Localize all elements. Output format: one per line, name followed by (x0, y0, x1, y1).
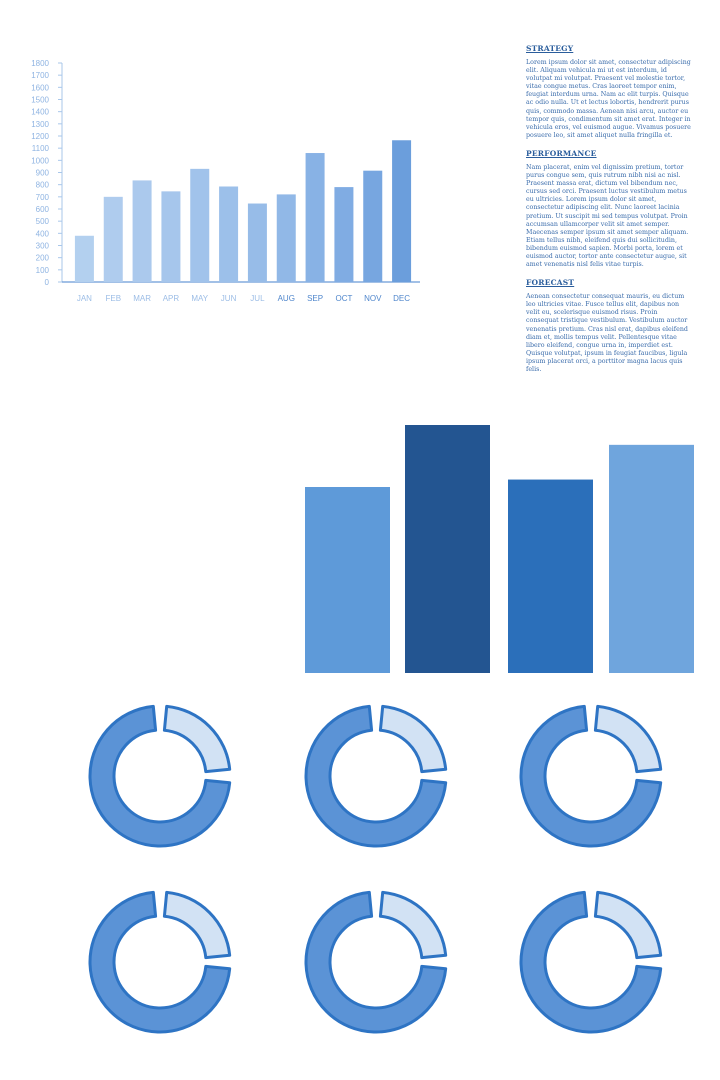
forecast-section: FORECAST Aenean consectetur consequat ma… (526, 278, 692, 374)
y-tick-label: 1700 (31, 71, 49, 80)
donut-chart-4 (80, 882, 240, 1047)
y-tick-label: 1600 (31, 83, 49, 92)
donut-slice-large (88, 704, 232, 848)
bar-apr (161, 191, 181, 282)
bar-nov (363, 170, 383, 282)
donut-slice-small (593, 704, 663, 774)
bar-jul (247, 203, 267, 282)
bar-jun (219, 186, 239, 282)
donut-slice-large (304, 704, 448, 848)
performance-section: PERFORMANCE Nam placerat, enim vel digni… (526, 149, 692, 269)
y-tick-label: 800 (36, 181, 50, 190)
strategy-section: STRATEGY Lorem ipsum dolor sit amet, con… (526, 44, 692, 140)
y-tick-label: 1800 (31, 59, 49, 68)
x-tick-label: APR (163, 294, 180, 303)
forecast-heading: FORECAST (526, 278, 575, 288)
bar-oct (334, 187, 354, 282)
forecast-body: Aenean consectetur consequat mauris, eu … (526, 293, 688, 373)
bar-aug (276, 194, 296, 282)
bar-dec (392, 140, 412, 282)
large-bar-1 (305, 487, 390, 673)
donut-slice-large (88, 890, 232, 1034)
performance-heading: PERFORMANCE (526, 148, 597, 158)
donut-slice-small (162, 704, 232, 774)
y-tick-label: 1500 (31, 96, 49, 105)
donut-slice-large (519, 704, 663, 848)
y-tick-label: 200 (36, 254, 50, 263)
text-panel: STRATEGY Lorem ipsum dolor sit amet, con… (526, 44, 692, 383)
y-tick-label: 600 (36, 205, 50, 214)
x-tick-label: SEP (307, 294, 323, 303)
y-tick-label: 1200 (31, 132, 49, 141)
large-bar-3 (508, 479, 593, 673)
x-tick-label: AUG (278, 294, 295, 303)
bar-jan (74, 235, 94, 282)
y-tick-label: 1000 (31, 156, 49, 165)
donut-chart-1 (80, 696, 240, 861)
y-tick-label: 1100 (32, 144, 50, 153)
donut-slice-large (304, 890, 448, 1034)
x-tick-label: NOV (364, 294, 382, 303)
y-tick-label: 100 (36, 266, 50, 275)
x-tick-label: MAY (191, 294, 208, 303)
y-tick-label: 700 (36, 193, 50, 202)
x-tick-label: OCT (335, 294, 352, 303)
y-tick-label: 1300 (31, 120, 49, 129)
bar-mar (132, 180, 152, 282)
donut-chart-2 (296, 696, 456, 861)
donut-slice-large (519, 890, 663, 1034)
donut-chart-6 (511, 882, 671, 1047)
y-tick-label: 0 (45, 278, 50, 287)
y-tick-label: 400 (36, 229, 50, 238)
large-bar-2 (405, 425, 490, 673)
strategy-heading: STRATEGY (526, 44, 574, 53)
donut-slice-small (162, 890, 232, 960)
large-bar-4 (609, 444, 694, 673)
donut-chart-5 (296, 882, 456, 1047)
bar-sep (305, 153, 325, 282)
x-tick-label: MAR (133, 294, 151, 303)
bar-feb (103, 196, 123, 282)
donut-slice-small (378, 704, 448, 774)
bar-may (190, 168, 210, 282)
donut-chart-3 (511, 696, 671, 861)
large-bar-chart (305, 425, 694, 673)
x-tick-label: JUN (221, 294, 237, 303)
y-tick-label: 900 (36, 169, 50, 178)
y-tick-label: 1400 (31, 108, 49, 117)
x-tick-label: DEC (393, 294, 410, 303)
x-tick-label: JUL (250, 294, 265, 303)
donut-slice-small (378, 890, 448, 960)
x-tick-label: FEB (105, 294, 121, 303)
monthly-bar-chart: 0 100 200 300 400 500 600 700 800 900 1000 1100 1200… (31, 59, 420, 303)
strategy-body: Lorem ipsum dolor sit amet, consectetur … (526, 59, 691, 139)
performance-body: Nam placerat, enim vel dignissim pretium… (526, 163, 689, 269)
y-tick-label: 300 (36, 242, 50, 251)
donut-slice-small (593, 890, 663, 960)
y-tick-label: 500 (36, 217, 50, 226)
x-tick-label: JAN (77, 294, 92, 303)
